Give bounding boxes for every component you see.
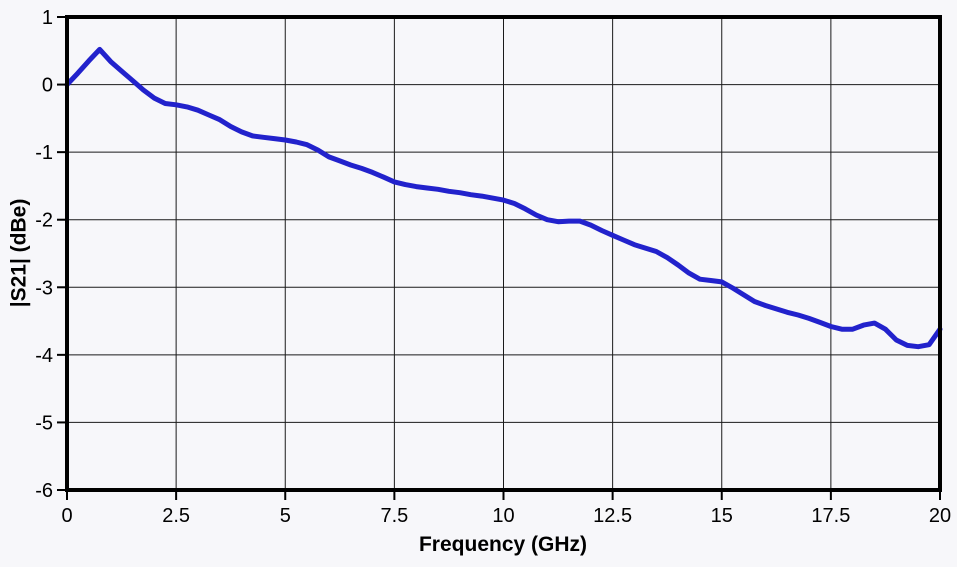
y-tick-label: -1: [35, 142, 53, 164]
y-tick-label: 1: [42, 7, 53, 29]
frame-layer: [65, 15, 942, 492]
y-tick-label: 0: [42, 75, 53, 97]
y-tick-label: -5: [35, 412, 53, 434]
x-tick-label: 7.5: [380, 505, 408, 527]
tick-layer: [57, 16, 941, 500]
y-tick-label: -6: [35, 480, 53, 502]
y-axis-title: |S21| (dBe): [8, 199, 31, 308]
x-tick-label: 17.5: [811, 505, 850, 527]
curve-layer: [64, 46, 943, 350]
y-tick-label: -3: [35, 277, 53, 299]
x-tick-label: 20: [929, 505, 951, 527]
grid-layer: [67, 17, 940, 490]
x-axis-title: Frequency (GHz): [419, 533, 587, 556]
x-tick-label: 2.5: [162, 505, 190, 527]
plot-frame: [65, 15, 942, 492]
s21-curve: [64, 46, 943, 350]
x-tick-label: 0: [61, 505, 72, 527]
x-tick-label: 12.5: [593, 505, 632, 527]
x-tick-label: 15: [711, 505, 733, 527]
x-tick-label: 10: [492, 505, 514, 527]
y-tick-label: -4: [35, 345, 53, 367]
y-tick-label: -2: [35, 210, 53, 232]
x-tick-label: 5: [280, 505, 291, 527]
